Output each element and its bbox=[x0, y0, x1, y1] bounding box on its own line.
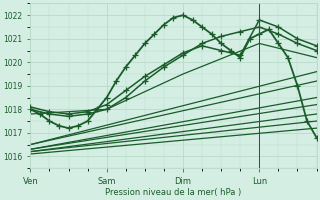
X-axis label: Pression niveau de la mer( hPa ): Pression niveau de la mer( hPa ) bbox=[105, 188, 242, 197]
